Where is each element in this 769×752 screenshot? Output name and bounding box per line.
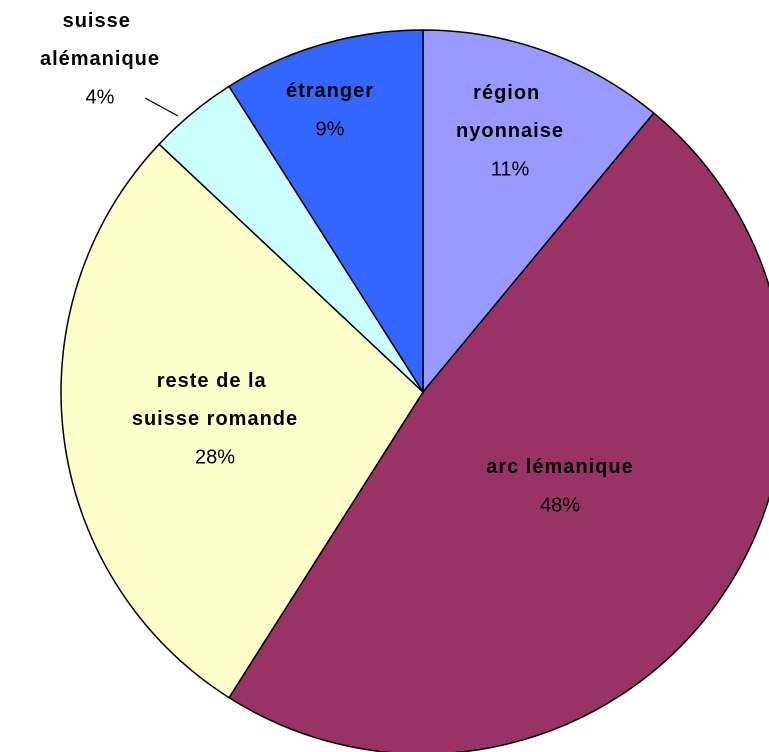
slice-label: suisse alémanique xyxy=(40,10,160,70)
slice-value-label: 48% xyxy=(540,494,580,516)
slice-label: reste de la suisse romande xyxy=(132,370,298,430)
slice-label: arc lémanique xyxy=(486,456,634,478)
slice-value-label: 9% xyxy=(316,118,345,140)
slice-label: région nyonnaise xyxy=(456,82,564,142)
slice-value-label: 11% xyxy=(491,158,530,180)
leader-line xyxy=(144,97,179,117)
slice-value-label: 28% xyxy=(195,446,235,468)
slice-value-label: 4% xyxy=(86,86,115,108)
slice-label: étranger xyxy=(286,80,374,102)
pie-slice xyxy=(422,29,655,395)
pie-slice xyxy=(60,143,424,699)
pie-slice xyxy=(227,29,424,395)
pie-slice xyxy=(227,112,769,752)
